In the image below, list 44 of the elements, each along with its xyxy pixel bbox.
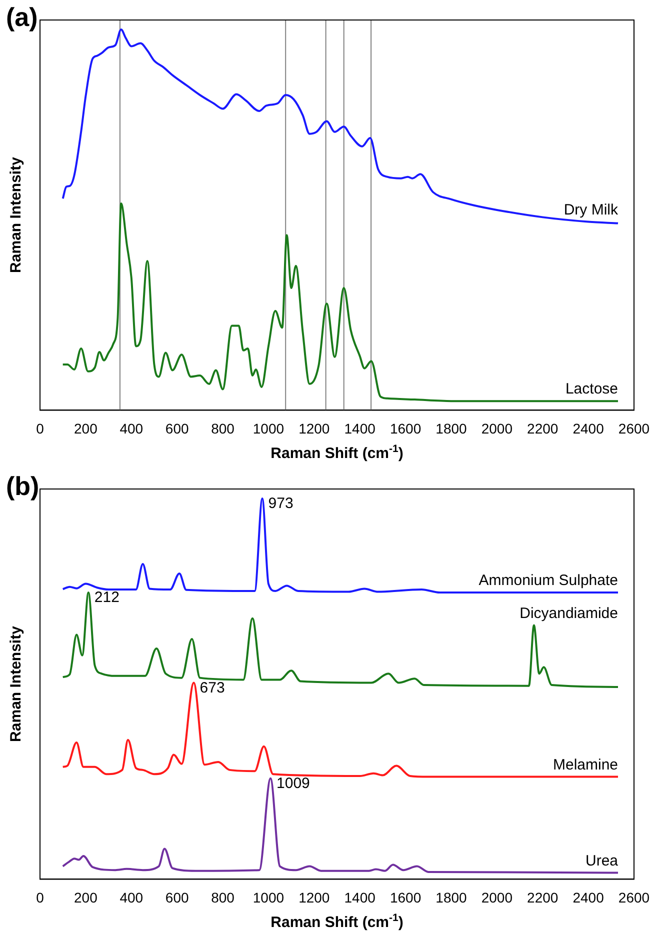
y-axis-title: Raman Intensity (8, 626, 24, 742)
x-tick-label: 2000 (481, 420, 513, 436)
annotation: 973 (268, 495, 294, 512)
x-tick-label: 1600 (390, 420, 422, 436)
x-tick-label: 2200 (527, 889, 558, 906)
x-tick-label: 800 (211, 420, 235, 436)
chart-title: (b) (6, 471, 40, 502)
y-axis-title: Raman Intensity (8, 157, 24, 274)
series-label: Melamine (552, 756, 618, 774)
x-tick-label: 2200 (527, 420, 558, 436)
x-tick-label: 2400 (572, 420, 604, 436)
x-tick-label: 1400 (344, 420, 376, 436)
x-tick-label: 800 (211, 889, 235, 906)
series-label: Lactose (565, 380, 618, 398)
x-axis-title: Raman Shift (cm$^{-1}$) (270, 912, 404, 931)
x-tick-label: 2000 (481, 889, 513, 906)
x-tick-label: 1200 (298, 420, 330, 436)
annotation: 212 (94, 589, 120, 606)
annotation: 1009 (276, 774, 310, 792)
x-axis-title: Raman Shift (cm$^{-1}$) (270, 443, 404, 462)
x-tick-label: 1800 (436, 420, 468, 436)
x-tick-label: 200 (74, 889, 98, 906)
x-tick-label: 0 (36, 420, 44, 436)
x-tick-label: 1600 (390, 889, 422, 906)
x-tick-label: 200 (74, 420, 98, 436)
x-tick-label: 1000 (252, 420, 284, 436)
annotation: 673 (200, 679, 225, 696)
chart-title: (a) (6, 2, 38, 33)
x-tick-label: 400 (120, 889, 144, 906)
x-tick-label: 600 (165, 420, 189, 436)
series-label: Ammonium Sulphate (478, 572, 618, 590)
x-tick-label: 2400 (572, 889, 604, 906)
series-label: Dicyandiamide (520, 604, 618, 622)
x-tick-label: 1400 (344, 889, 376, 906)
x-tick-label: 400 (120, 420, 144, 436)
x-tick-label: 0 (36, 889, 44, 906)
series-label: Urea (585, 852, 619, 870)
x-tick-label: 1200 (298, 889, 330, 906)
x-tick-label: 2600 (618, 889, 650, 906)
x-tick-label: 1800 (436, 889, 468, 906)
series-label: Dry Milk (564, 201, 619, 218)
x-tick-label: 600 (165, 889, 189, 906)
x-tick-label: 2600 (618, 420, 650, 436)
x-tick-label: 1000 (252, 889, 284, 906)
